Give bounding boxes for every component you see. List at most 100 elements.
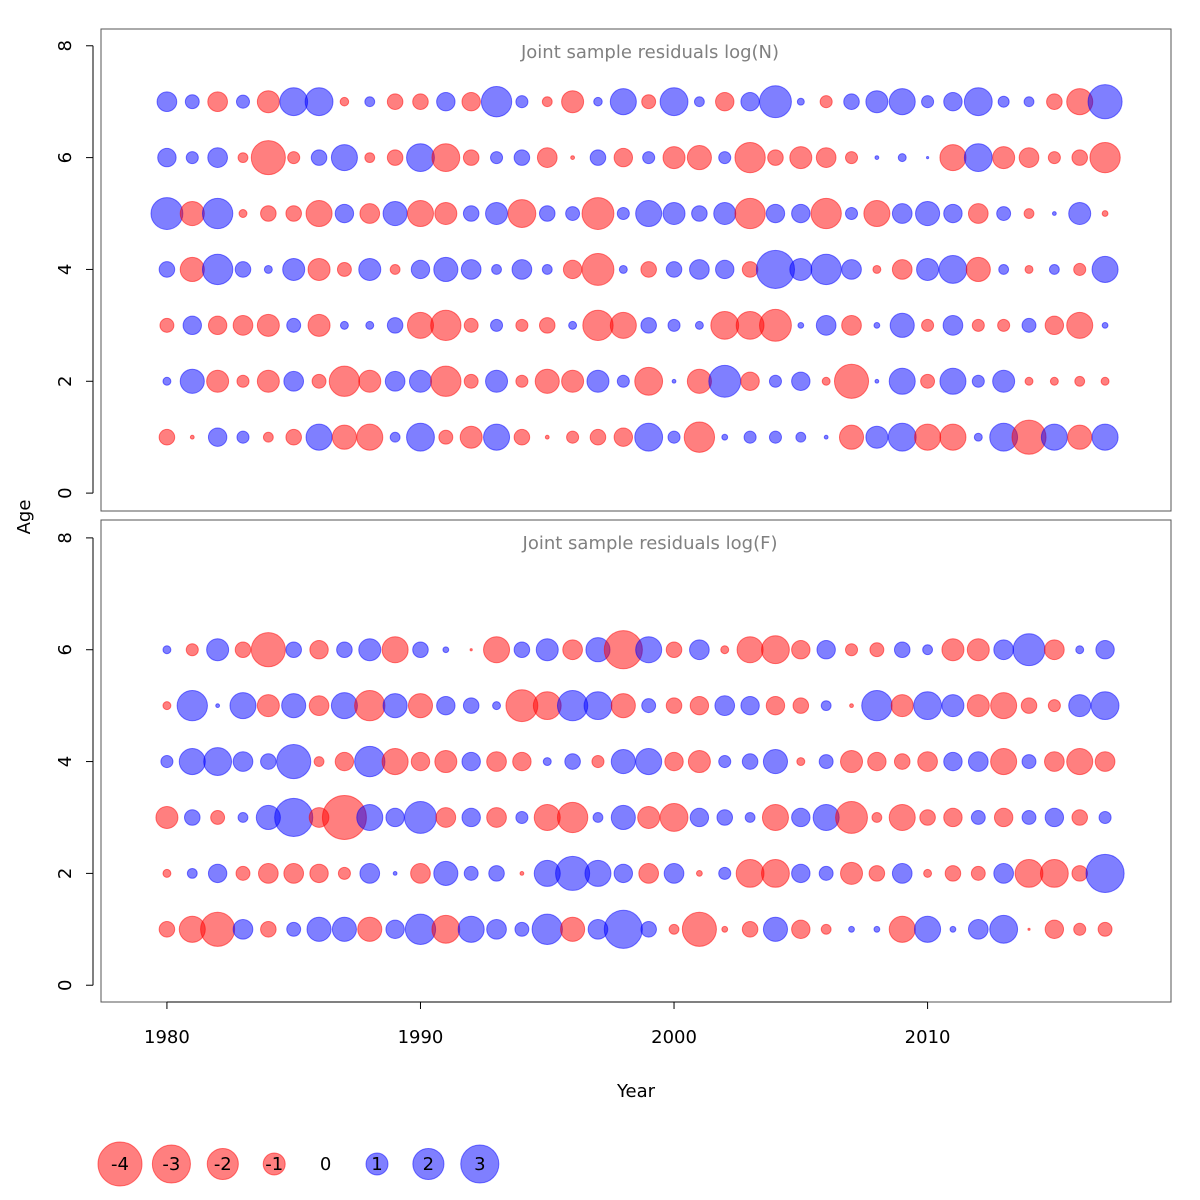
residual-bubble bbox=[640, 921, 657, 938]
residual-bubble bbox=[681, 911, 717, 947]
residual-bubble bbox=[433, 256, 459, 282]
residual-bubble bbox=[561, 369, 585, 393]
residual-bubble bbox=[311, 373, 327, 389]
residual-bubble bbox=[715, 259, 735, 280]
residual-bubble bbox=[404, 913, 437, 945]
residual-bubble bbox=[1085, 853, 1125, 893]
residual-bubble bbox=[923, 868, 933, 878]
residual-bubble bbox=[436, 695, 456, 716]
residual-bubble bbox=[610, 749, 636, 775]
residual-bubble bbox=[544, 434, 550, 440]
residual-bubble bbox=[1071, 149, 1088, 166]
residual-bubble bbox=[1048, 264, 1060, 275]
residual-bubble bbox=[1021, 317, 1037, 333]
residual-bubble bbox=[844, 643, 859, 657]
residual-bubble bbox=[156, 91, 178, 113]
residual-bubble bbox=[162, 868, 172, 878]
residual-bubble bbox=[992, 146, 1016, 170]
residual-bubble bbox=[305, 200, 333, 228]
residual-bubble bbox=[185, 643, 199, 657]
residual-bubble bbox=[404, 801, 437, 834]
residual-bubble bbox=[966, 694, 990, 718]
residual-bubble bbox=[635, 200, 663, 228]
residual-bubble bbox=[357, 916, 383, 942]
residual-bubble bbox=[589, 428, 607, 446]
y-tick-label: 4 bbox=[55, 264, 76, 275]
residual-bubble bbox=[515, 374, 529, 388]
legend-label: -4 bbox=[111, 1154, 129, 1175]
residual-bubble bbox=[461, 751, 481, 772]
residual-bubble bbox=[1091, 255, 1119, 283]
residual-bubble bbox=[921, 95, 935, 109]
residual-bubble bbox=[890, 694, 914, 718]
residual-bubble bbox=[485, 369, 509, 393]
residual-bubble bbox=[721, 433, 729, 441]
residual-bubble bbox=[386, 93, 404, 110]
residual-bubble bbox=[155, 805, 179, 829]
residual-bubble bbox=[1047, 151, 1061, 165]
residual-bubble bbox=[354, 689, 386, 722]
residual-bubble bbox=[331, 916, 357, 942]
residual-bubble bbox=[715, 91, 735, 112]
x-tick-label: 1980 bbox=[144, 1027, 190, 1048]
residual-bubble bbox=[1098, 810, 1112, 825]
residual-bubble bbox=[462, 205, 480, 222]
residual-bubble bbox=[392, 870, 398, 876]
residual-bubble bbox=[513, 149, 531, 166]
residual-bubble bbox=[179, 200, 205, 227]
residual-bubble bbox=[638, 863, 660, 884]
residual-bubble bbox=[939, 423, 967, 451]
residual-bubble bbox=[410, 259, 431, 280]
residual-bubble bbox=[285, 205, 302, 222]
residual-bubble bbox=[634, 366, 664, 396]
residual-bubble bbox=[384, 370, 406, 392]
residual-bubble bbox=[844, 151, 859, 165]
residual-bubble bbox=[184, 809, 201, 826]
residual-bubble bbox=[279, 87, 309, 117]
residual-bubble bbox=[206, 369, 230, 393]
residual-bubble bbox=[463, 317, 479, 333]
residual-bubble bbox=[207, 147, 228, 168]
residual-bubble bbox=[761, 635, 790, 665]
residual-bubble bbox=[689, 639, 710, 661]
residual-bubble bbox=[714, 695, 736, 716]
residual-bubble bbox=[485, 202, 509, 226]
residual-bubble bbox=[1044, 315, 1065, 336]
residual-bubble bbox=[276, 744, 312, 780]
residual-bubble bbox=[792, 697, 810, 714]
residual-bubble bbox=[970, 810, 986, 825]
residual-bubble bbox=[235, 94, 250, 109]
residual-bubble bbox=[796, 97, 805, 106]
residual-bubble bbox=[531, 913, 563, 945]
legend-label: 2 bbox=[423, 1154, 434, 1175]
residual-bubble bbox=[695, 869, 703, 877]
residual-bubble bbox=[334, 751, 355, 772]
residual-bubble bbox=[1046, 93, 1063, 110]
residual-bubble bbox=[1068, 202, 1092, 226]
residual-bubble bbox=[925, 156, 930, 160]
residual-bubble bbox=[486, 807, 507, 828]
residual-bubble bbox=[210, 810, 226, 825]
y-tick-label: 6 bbox=[55, 152, 76, 163]
residual-bubble bbox=[406, 311, 434, 339]
residual-bubble bbox=[1018, 147, 1040, 168]
residual-bubble bbox=[460, 259, 482, 280]
residual-bubble bbox=[970, 865, 986, 881]
residual-bubble bbox=[888, 915, 916, 943]
residual-bubble bbox=[917, 751, 938, 772]
residual-bubble bbox=[838, 424, 865, 450]
residual-bubble bbox=[996, 206, 1012, 221]
residual-bubble bbox=[1090, 691, 1120, 721]
residual-bubble bbox=[971, 318, 985, 332]
residual-bubble bbox=[990, 692, 1018, 720]
residual-bubble bbox=[1089, 141, 1121, 174]
residual-bubble bbox=[610, 804, 636, 831]
residual-bubble bbox=[943, 203, 963, 224]
residual-bubble bbox=[791, 203, 811, 224]
residual-bubble bbox=[818, 865, 834, 881]
residual-bubble bbox=[1091, 423, 1119, 451]
residual-bubble bbox=[687, 750, 711, 774]
residual-bubble bbox=[990, 748, 1018, 776]
residual-bubble bbox=[483, 636, 511, 664]
residual-bubble bbox=[635, 636, 663, 664]
